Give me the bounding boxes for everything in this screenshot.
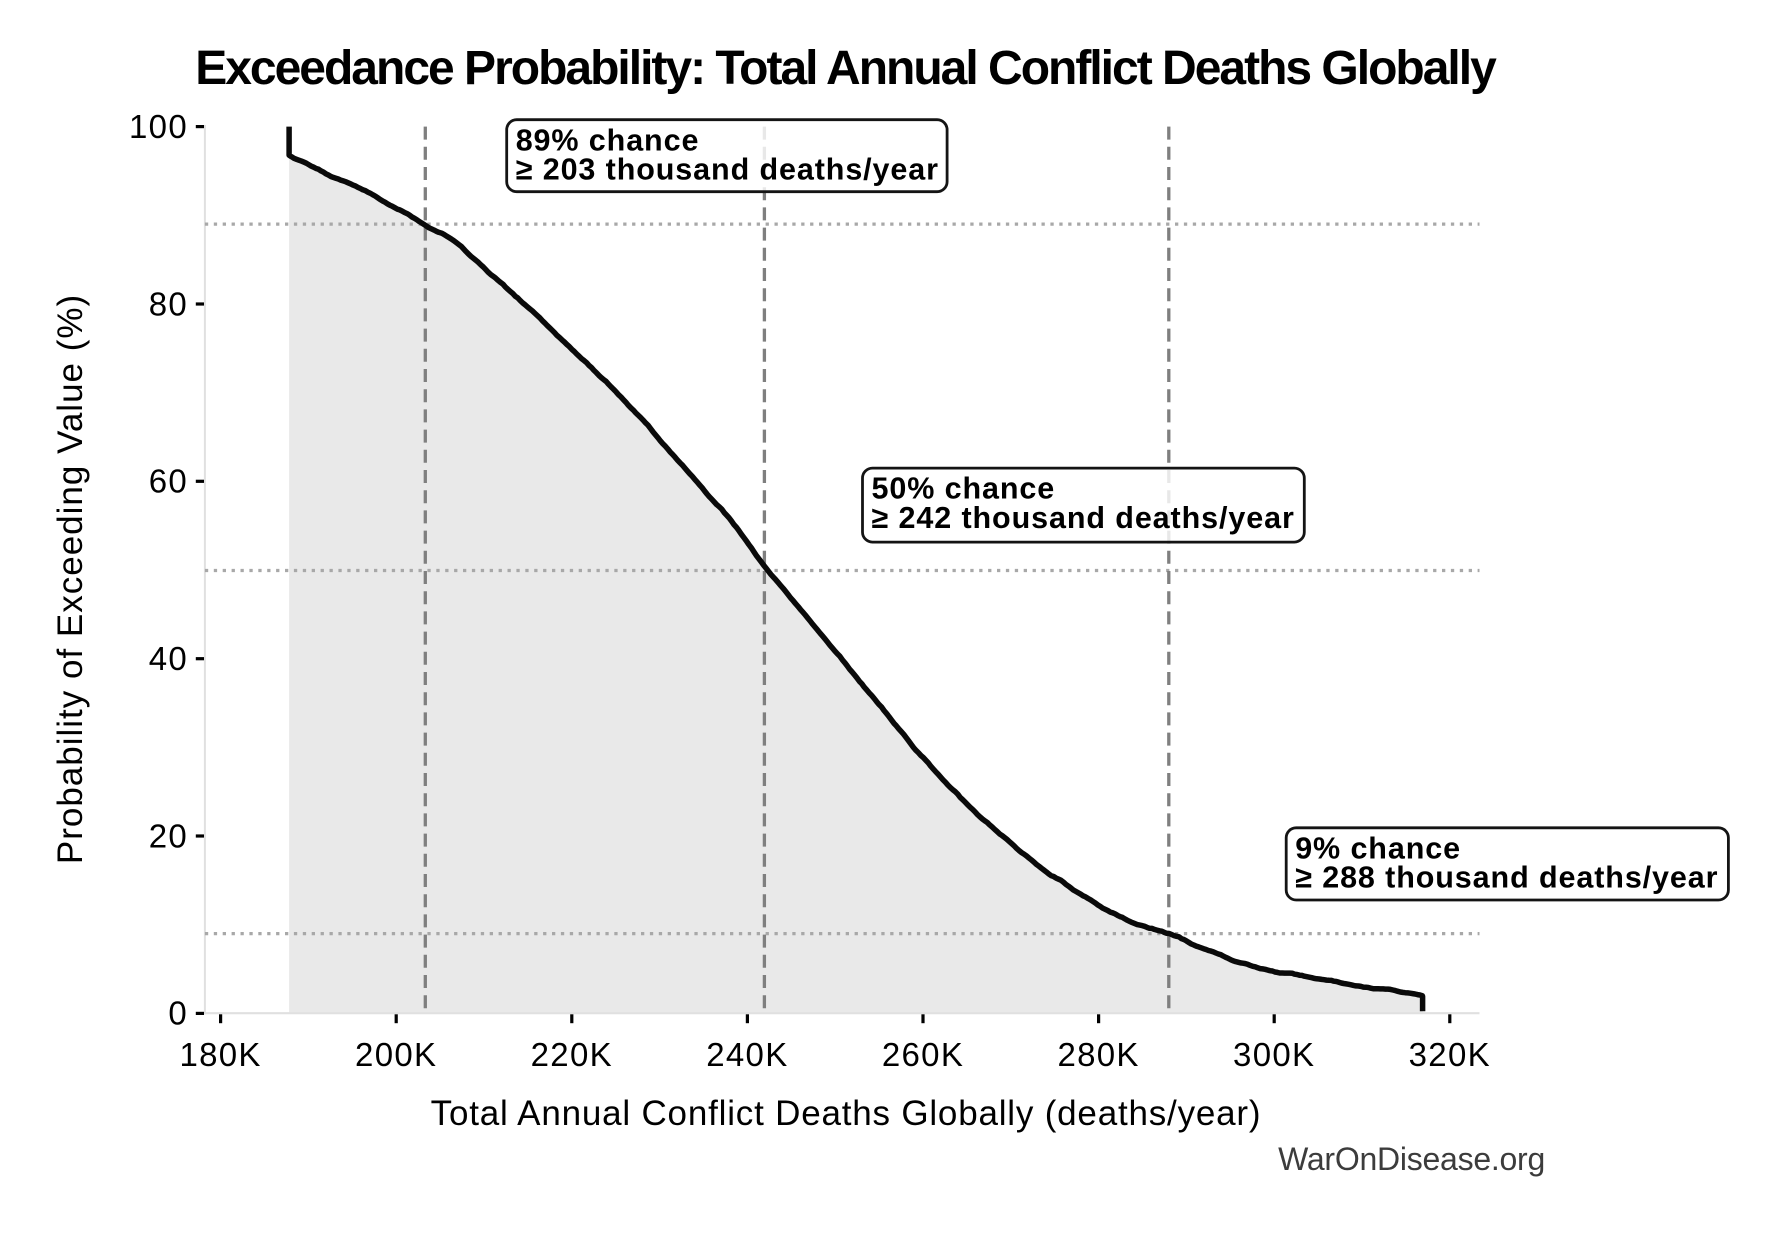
svg-text:≥ 288 thousand deaths/year: ≥ 288 thousand deaths/year (1295, 861, 1718, 895)
svg-text:WarOnDisease.org: WarOnDisease.org (1278, 1141, 1545, 1177)
svg-text:9% chance: 9% chance (1295, 831, 1461, 865)
svg-text:180K: 180K (179, 1036, 261, 1073)
svg-text:0: 0 (168, 995, 188, 1032)
svg-text:60: 60 (149, 463, 188, 500)
svg-text:Exceedance Probability: Total: Exceedance Probability: Total Annual Con… (195, 42, 1497, 95)
svg-text:Total Annual Conflict Deaths G: Total Annual Conflict Deaths Globally (d… (431, 1094, 1262, 1133)
svg-text:320K: 320K (1409, 1036, 1491, 1073)
svg-text:300K: 300K (1233, 1036, 1315, 1073)
svg-text:≥ 242 thousand deaths/year: ≥ 242 thousand deaths/year (872, 501, 1295, 535)
svg-text:280K: 280K (1057, 1036, 1139, 1073)
svg-text:260K: 260K (882, 1036, 964, 1073)
svg-text:200K: 200K (355, 1036, 437, 1073)
svg-text:220K: 220K (531, 1036, 613, 1073)
svg-text:≥ 203 thousand deaths/year: ≥ 203 thousand deaths/year (516, 153, 939, 187)
svg-text:80: 80 (149, 285, 188, 322)
svg-text:89% chance: 89% chance (516, 123, 700, 157)
svg-text:240K: 240K (706, 1036, 788, 1073)
svg-text:Probability of Exceeding Value: Probability of Exceeding Value (%) (51, 294, 90, 864)
svg-text:20: 20 (149, 817, 188, 854)
svg-text:50% chance: 50% chance (872, 472, 1056, 506)
svg-text:40: 40 (149, 640, 188, 677)
svg-text:100: 100 (129, 108, 188, 145)
